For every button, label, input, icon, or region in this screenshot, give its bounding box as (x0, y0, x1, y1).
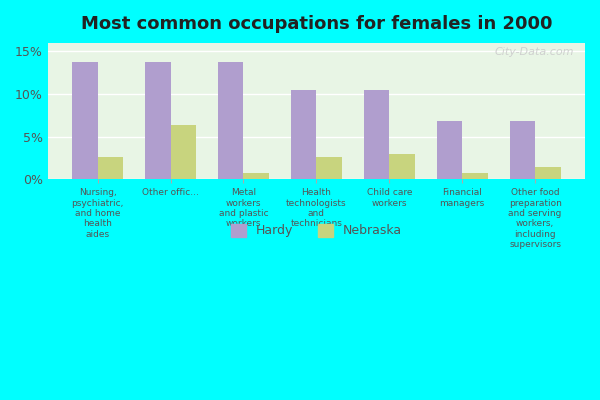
Bar (98, 157, 123, 179)
Bar (535, 167, 560, 179)
Bar (437, 121, 462, 179)
FancyBboxPatch shape (0, 2, 600, 220)
Bar (364, 90, 389, 179)
Bar (316, 157, 342, 179)
Bar (462, 173, 488, 179)
Legend: Hardy, Nebraska: Hardy, Nebraska (224, 218, 409, 244)
Bar (509, 121, 535, 179)
Bar (72, 62, 98, 179)
Bar (218, 62, 244, 179)
Bar (291, 90, 316, 179)
Title: Most common occupations for females in 2000: Most common occupations for females in 2… (80, 15, 552, 33)
Bar (389, 154, 415, 179)
Bar (244, 173, 269, 179)
Text: City-Data.com: City-Data.com (495, 47, 574, 57)
Bar (145, 62, 170, 179)
Bar (170, 125, 196, 179)
